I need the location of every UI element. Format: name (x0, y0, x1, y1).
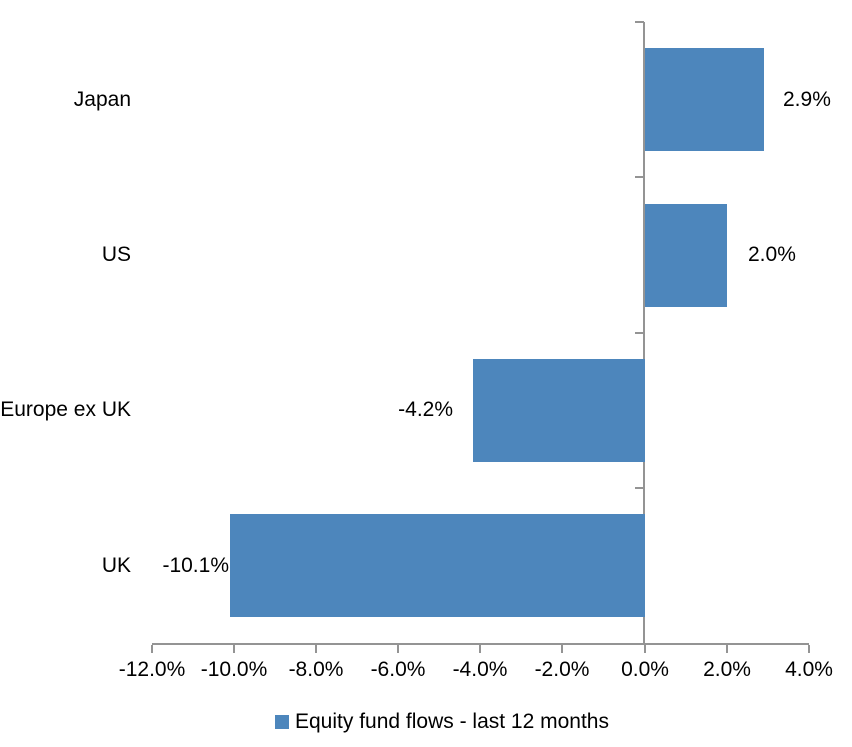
x-axis-tick (808, 645, 810, 653)
bar (230, 514, 645, 617)
y-axis-tick (635, 176, 644, 178)
x-axis-tick (644, 645, 646, 653)
value-label: 2.9% (783, 88, 831, 111)
x-axis-tick-label: -12.0% (118, 658, 186, 681)
legend-label: Equity fund flows - last 12 months (295, 710, 609, 733)
x-axis-tick (397, 645, 399, 653)
x-axis-tick (233, 645, 235, 653)
x-axis-tick-label: 4.0% (785, 658, 833, 681)
y-axis-tick (635, 332, 644, 334)
y-axis-tick (635, 21, 644, 23)
legend-swatch-icon (275, 715, 289, 729)
bar (645, 48, 764, 151)
bar (645, 204, 727, 307)
x-axis-tick-label: -2.0% (534, 658, 590, 681)
x-axis-tick-label: -10.0% (200, 658, 268, 681)
category-label: Europe ex UK (0, 398, 131, 421)
x-axis-tick (315, 645, 317, 653)
x-axis-line (152, 643, 809, 645)
x-axis-tick (479, 645, 481, 653)
category-label: US (101, 243, 131, 266)
category-label: UK (101, 554, 131, 577)
value-label: -4.2% (398, 398, 453, 421)
x-axis-tick-label: -6.0% (370, 658, 426, 681)
x-axis-tick-label: 2.0% (703, 658, 751, 681)
x-axis-tick (561, 645, 563, 653)
x-axis-tick (726, 645, 728, 653)
x-axis-tick-label: -4.0% (452, 658, 508, 681)
x-axis-tick-label: -8.0% (288, 658, 344, 681)
y-axis-line (643, 22, 645, 645)
x-axis-tick (151, 645, 153, 653)
x-axis-tick-label: 0.0% (621, 658, 669, 681)
y-axis-tick (635, 487, 644, 489)
value-label: -10.1% (162, 554, 229, 577)
bar (473, 359, 645, 462)
category-label: Japan (73, 88, 131, 111)
value-label: 2.0% (748, 243, 796, 266)
legend: Equity fund flows - last 12 months (275, 708, 609, 736)
